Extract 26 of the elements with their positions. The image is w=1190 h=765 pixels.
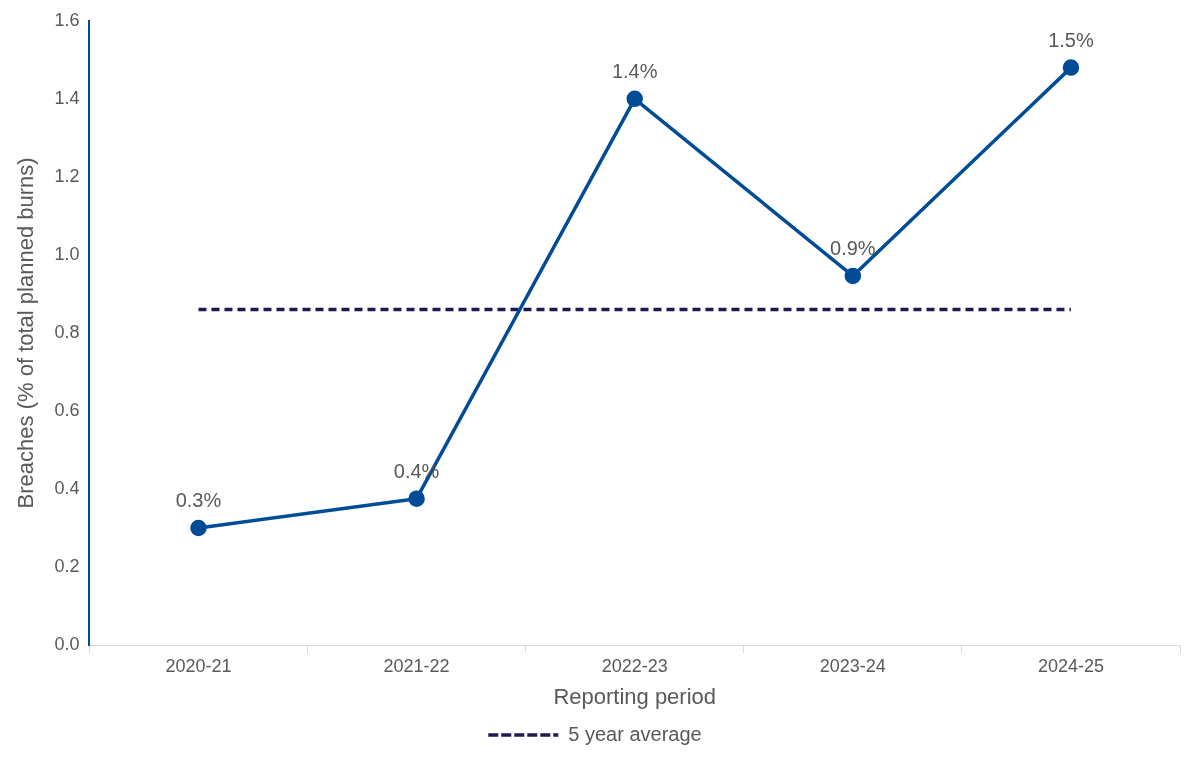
y-tick-label: 0.4 xyxy=(54,477,80,498)
y-tick-label: 0.2 xyxy=(54,555,80,576)
y-tick-label: 1.0 xyxy=(54,243,80,264)
x-tick-label: 2024-25 xyxy=(1037,655,1104,676)
point xyxy=(1062,59,1080,76)
point xyxy=(844,267,862,285)
point xyxy=(626,90,643,108)
y-axis-title: Breaches (% of total planned burns) xyxy=(13,157,39,509)
x-tick-label: 2022-23 xyxy=(601,655,668,676)
x-axis-title: Reporting period xyxy=(553,683,717,709)
y-tick-label: 0.0 xyxy=(54,633,80,654)
data-label: 0.9% xyxy=(830,237,876,260)
x-tick-label: 2023-24 xyxy=(819,655,886,676)
x-tick-label: 2020-21 xyxy=(165,655,232,676)
y-tick-label: 1.4 xyxy=(54,87,80,108)
x-tick-label: 2021-22 xyxy=(383,655,450,676)
y-tick-label: 1.2 xyxy=(54,165,80,186)
data-label: 1.5% xyxy=(1048,29,1094,52)
y-tick-label: 1.6 xyxy=(54,9,80,30)
data-label: 1.4% xyxy=(611,60,658,83)
point xyxy=(408,490,425,507)
data-label: 0.3% xyxy=(175,489,222,512)
y-tick-label: 0.8 xyxy=(54,321,80,342)
point xyxy=(190,519,207,537)
y-tick-label: 0.6 xyxy=(54,399,80,420)
legend-label: 5 year average xyxy=(568,722,702,745)
